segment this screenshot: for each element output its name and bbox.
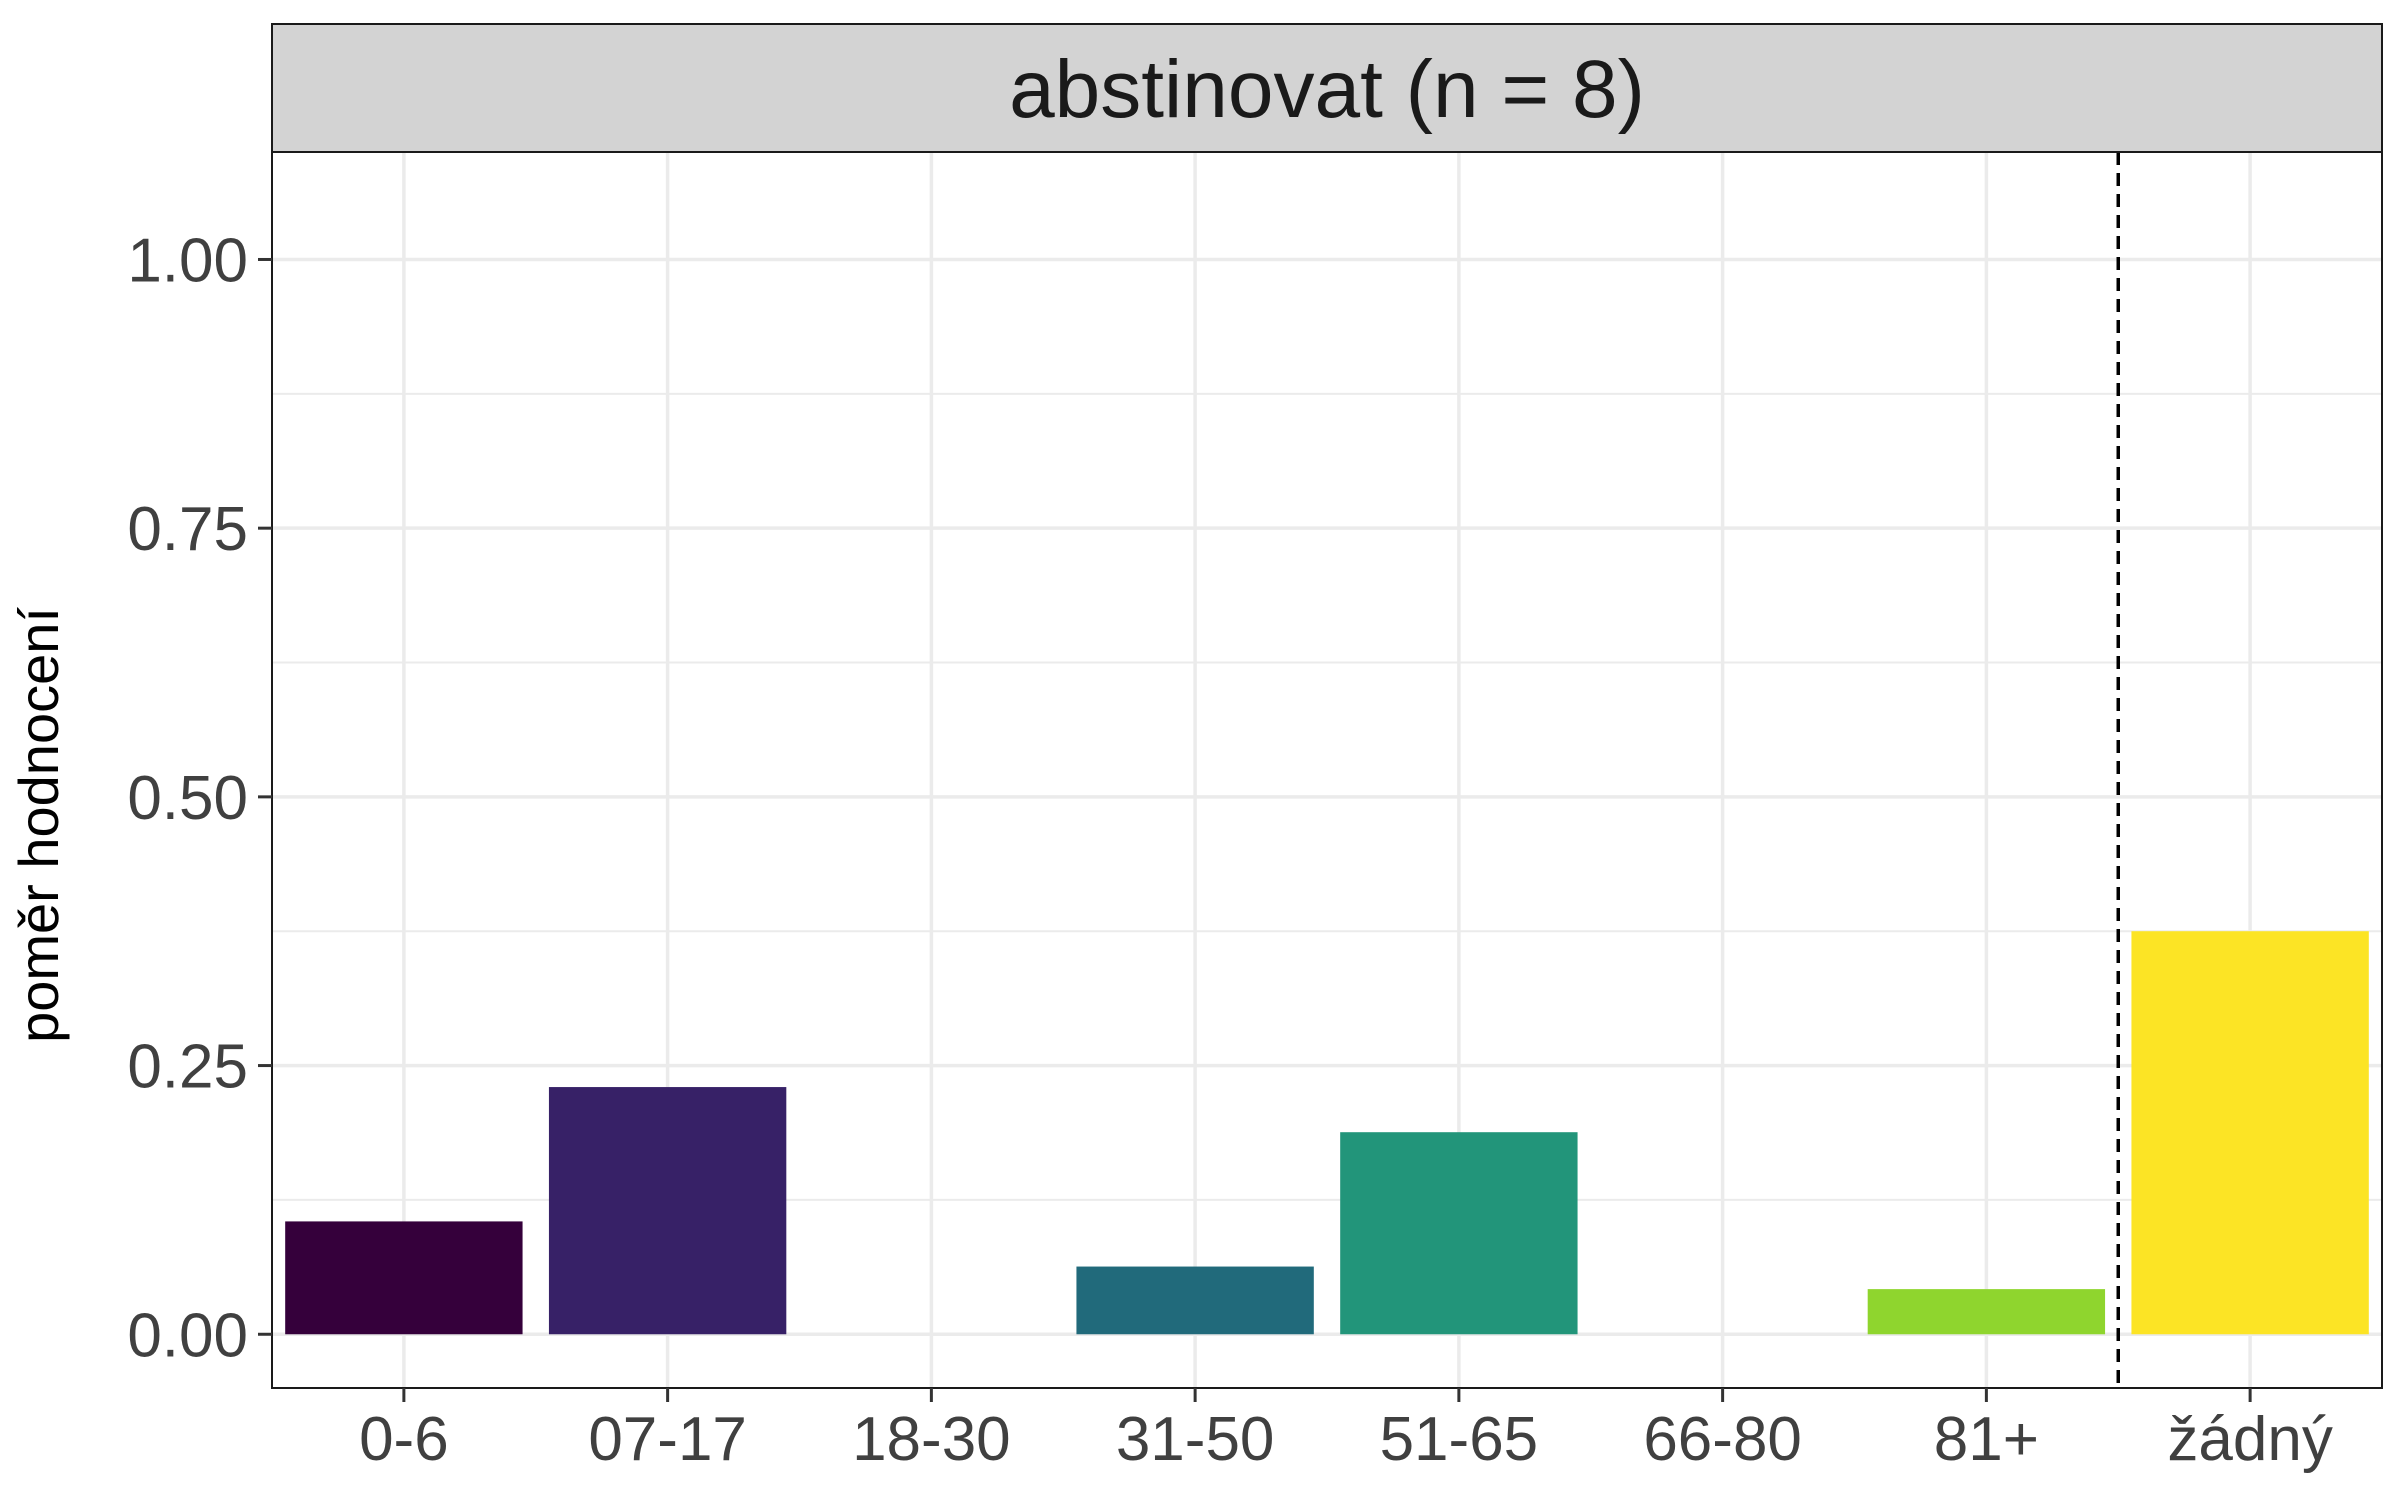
x-tick-label: 81+ [1934,1405,2039,1474]
bar-31-50 [1076,1266,1314,1335]
y-tick-label: 0.50 [127,764,248,833]
x-tick-label: 51-65 [1380,1405,1539,1474]
bars [285,931,2369,1335]
bar-81+ [1867,1289,2106,1335]
x-tick-label: 31-50 [1116,1405,1275,1474]
x-axis-ticks: 0-6 07-17 18-30 31-50 51-65 66-80 81+ žádný [359,1388,2333,1474]
y-axis-ticks: 0.00 0.25 0.50 0.75 1.00 [127,226,272,1370]
facet-strip: abstinovat (n = 8) [271,23,2383,153]
y-tick-label: 0.25 [127,1033,248,1102]
x-tick-label: 07-17 [588,1405,747,1474]
x-tick-label: 18-30 [852,1405,1011,1474]
facet-strip-background [271,23,2383,153]
x-tick-label: 66-80 [1643,1405,1802,1474]
y-tick-label: 0.75 [127,495,248,564]
bar-0-6 [285,1221,523,1335]
y-tick-label: 1.00 [127,226,248,295]
y-axis-title: poměr hodnocení [7,607,70,1043]
y-tick-label: 0.00 [127,1301,248,1370]
bar-07-17 [548,1087,787,1335]
x-tick-label: 0-6 [359,1405,449,1474]
bar-51-65 [1340,1132,1578,1335]
bar-žádný [2131,931,2369,1335]
x-tick-label: žádný [2167,1405,2332,1474]
facet-title: abstinovat (n = 8) [1009,44,1645,135]
